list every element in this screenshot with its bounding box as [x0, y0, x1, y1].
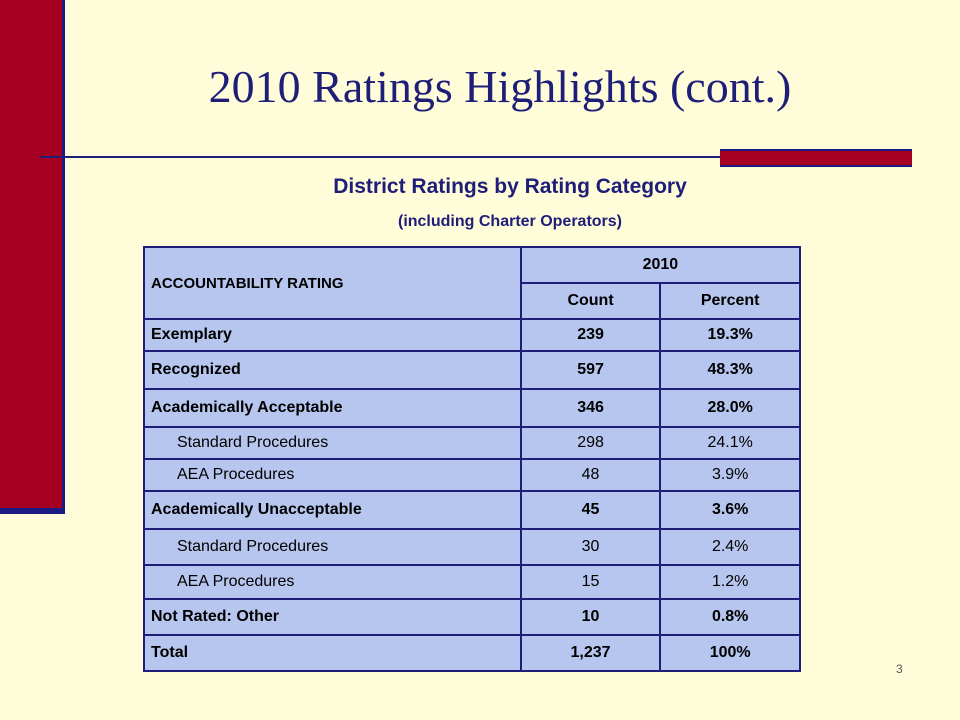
row-percent: 48.3%	[659, 350, 801, 390]
header-count: Count	[519, 282, 662, 320]
table-row: Exemplary 239 19.3%	[143, 318, 801, 352]
table-row: Recognized 597 48.3%	[143, 350, 801, 390]
row-percent: 19.3%	[659, 318, 801, 352]
row-percent: 24.1%	[659, 426, 801, 460]
table-subtitle: (including Charter Operators)	[397, 213, 623, 230]
slide-title: 2010 Ratings Highlights (cont.)	[208, 61, 792, 112]
header-percent: Percent	[659, 282, 801, 320]
row-percent: 3.6%	[659, 490, 801, 530]
row-count: 15	[519, 564, 662, 600]
row-percent: 28.0%	[659, 388, 801, 428]
table-row: Not Rated: Other 10 0.8%	[143, 598, 801, 636]
table-row: Academically Unacceptable 45 3.6%	[143, 490, 801, 530]
row-label: Standard Procedures	[143, 426, 522, 460]
table-row: AEA Procedures 48 3.9%	[143, 458, 801, 492]
table-row: Academically Acceptable 346 28.0%	[143, 388, 801, 428]
row-percent: 2.4%	[659, 528, 801, 566]
ratings-table: ACCOUNTABILITY RATING 2010 Count Percent…	[143, 246, 802, 672]
title-divider-accent	[720, 149, 912, 167]
row-percent: 1.2%	[659, 564, 801, 600]
row-count: 30	[519, 528, 662, 566]
row-percent: 3.9%	[659, 458, 801, 492]
table-row: AEA Procedures 15 1.2%	[143, 564, 801, 600]
row-count: 298	[519, 426, 662, 460]
table-row-total: Total 1,237 100%	[143, 634, 801, 672]
row-label: AEA Procedures	[143, 564, 522, 600]
row-count: 1,237	[519, 634, 662, 672]
title-divider-line	[40, 156, 730, 158]
row-count: 10	[519, 598, 662, 636]
row-label: AEA Procedures	[143, 458, 522, 492]
row-count: 597	[519, 350, 662, 390]
row-label: Academically Acceptable	[143, 388, 522, 428]
row-label: Total	[143, 634, 522, 672]
row-label: Not Rated: Other	[143, 598, 522, 636]
table-row: Standard Procedures 30 2.4%	[143, 528, 801, 566]
header-year: 2010	[519, 246, 802, 284]
row-label: Standard Procedures	[143, 528, 522, 566]
row-label: Exemplary	[143, 318, 522, 352]
row-count: 346	[519, 388, 662, 428]
row-count: 48	[519, 458, 662, 492]
left-accent-bar-edge	[0, 508, 65, 514]
row-count: 239	[519, 318, 662, 352]
row-label: Academically Unacceptable	[143, 490, 522, 530]
row-count: 45	[519, 490, 662, 530]
table-title: District Ratings by Rating Category	[333, 175, 687, 198]
table-header-row: ACCOUNTABILITY RATING 2010	[143, 246, 802, 320]
header-rating: ACCOUNTABILITY RATING	[143, 246, 522, 320]
page-number: 3	[896, 662, 903, 676]
table-row: Standard Procedures 298 24.1%	[143, 426, 801, 460]
left-accent-bar	[0, 0, 65, 512]
row-percent: 100%	[659, 634, 801, 672]
row-percent: 0.8%	[659, 598, 801, 636]
row-label: Recognized	[143, 350, 522, 390]
